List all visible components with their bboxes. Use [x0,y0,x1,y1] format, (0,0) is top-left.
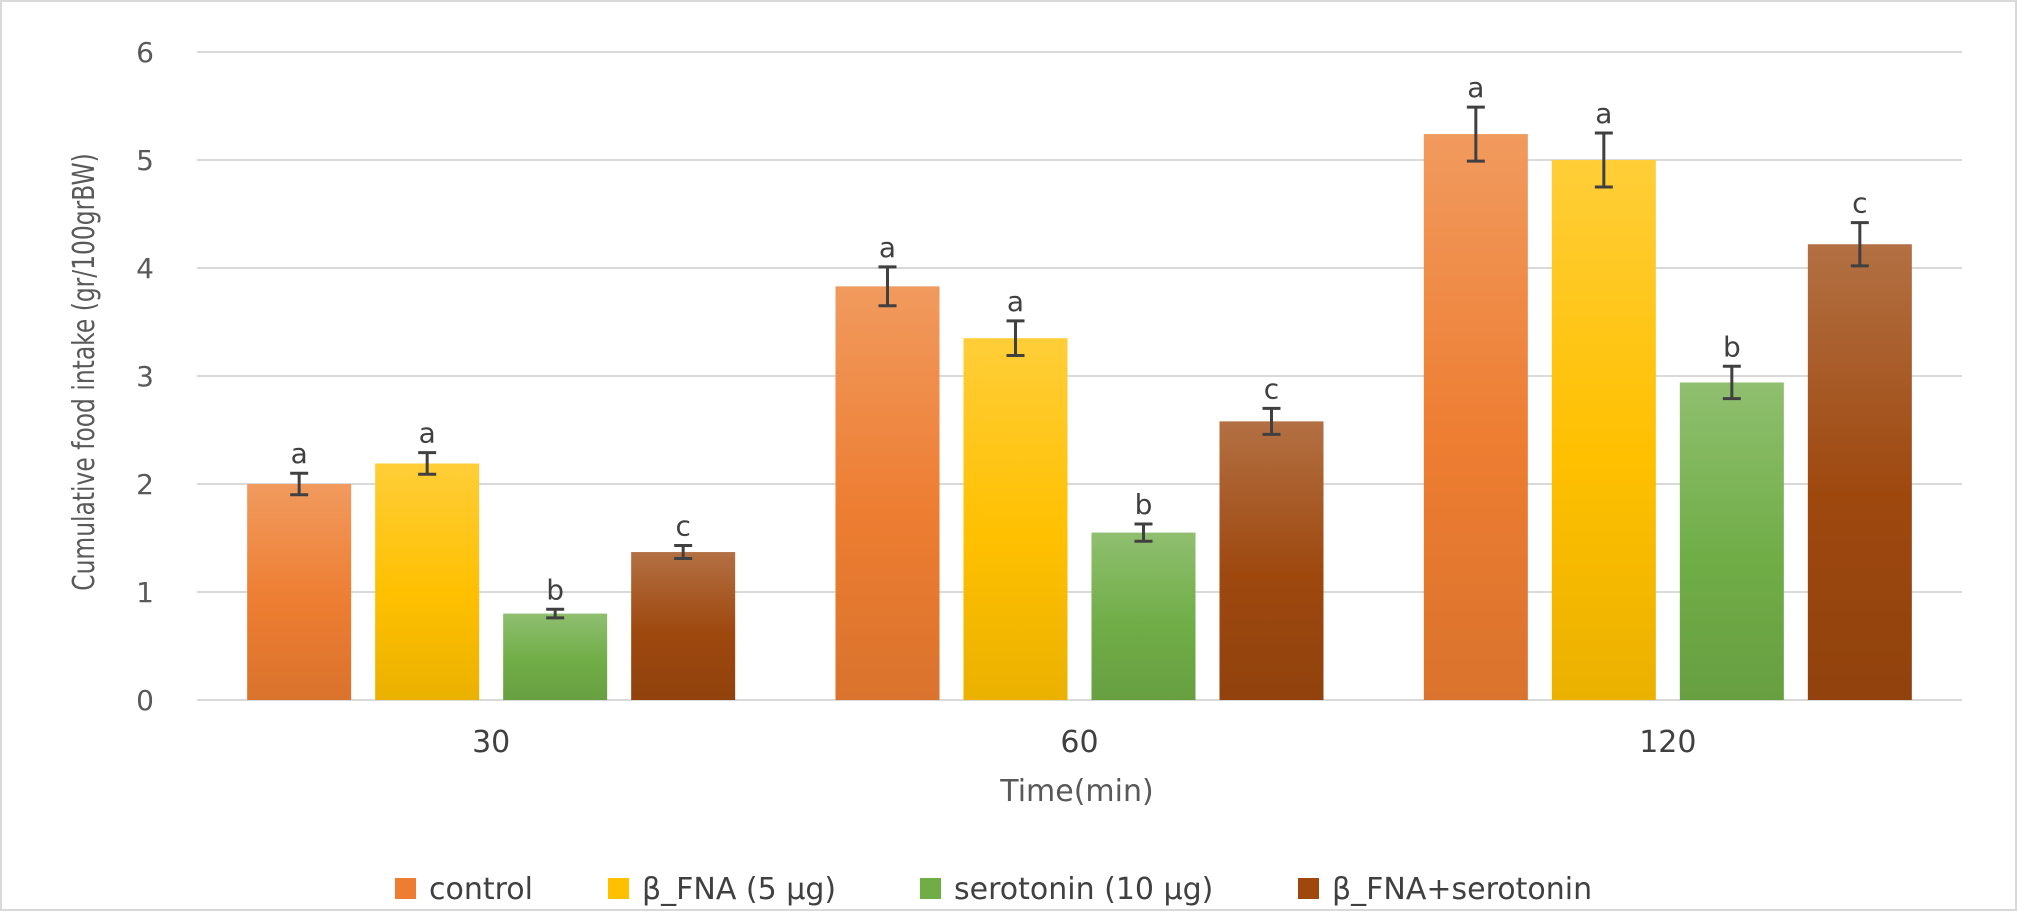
legend-label: control [429,872,533,907]
significance-label: a [1595,97,1612,130]
bar [1219,421,1324,700]
bars: a a b c a a b c a a b c [247,71,1912,701]
significance-label: a [419,417,436,450]
bar [963,338,1068,700]
bar [1807,244,1912,701]
significance-label: a [879,231,896,264]
bar [1423,134,1528,700]
y-tick-label: 6 [136,36,154,69]
legend-label: β_FNA+serotonin [1332,872,1592,907]
y-axis-title: Cumulative food intake (gr/100grBW) [67,153,102,590]
bar [1091,532,1196,700]
significance-label: c [675,510,690,543]
y-tick-label: 2 [136,468,154,501]
legend-swatch [608,878,629,899]
legend-swatch [920,878,941,899]
significance-label: a [1467,71,1484,104]
y-tick-label: 3 [136,360,154,393]
x-tick-label: 120 [1639,725,1696,760]
bar [375,463,480,700]
x-tick-label: 60 [1060,725,1098,760]
bar [631,552,736,700]
x-tick-label: 30 [472,725,510,760]
legend-swatch [395,878,416,899]
bar [247,484,352,700]
bar [835,286,940,700]
significance-label: c [1264,372,1279,405]
y-tick-label: 0 [136,684,154,717]
y-tick-label: 1 [136,576,154,609]
gridlines [197,51,1962,701]
significance-label: a [291,437,308,470]
legend-swatch [1298,878,1319,899]
bar [1679,382,1784,700]
x-axis-ticks: 30 60 120 [472,725,1696,760]
legend: control β_FNA (5 µg) serotonin (10 µg) β_FN… [395,872,1592,907]
y-tick-label: 4 [136,252,154,285]
significance-label: c [1852,187,1867,220]
bar [503,613,608,700]
significance-label: a [1007,285,1024,318]
significance-label: b [1135,488,1153,521]
bar [1551,160,1656,700]
y-tick-label: 5 [136,144,154,177]
significance-label: b [546,573,564,606]
legend-label: serotonin (10 µg) [954,872,1213,907]
significance-label: b [1723,330,1741,363]
legend-label: β_FNA (5 µg) [642,872,836,907]
x-axis-title: Time(min) [999,774,1153,809]
y-axis-ticks: 0 1 2 3 4 5 6 [136,36,154,717]
